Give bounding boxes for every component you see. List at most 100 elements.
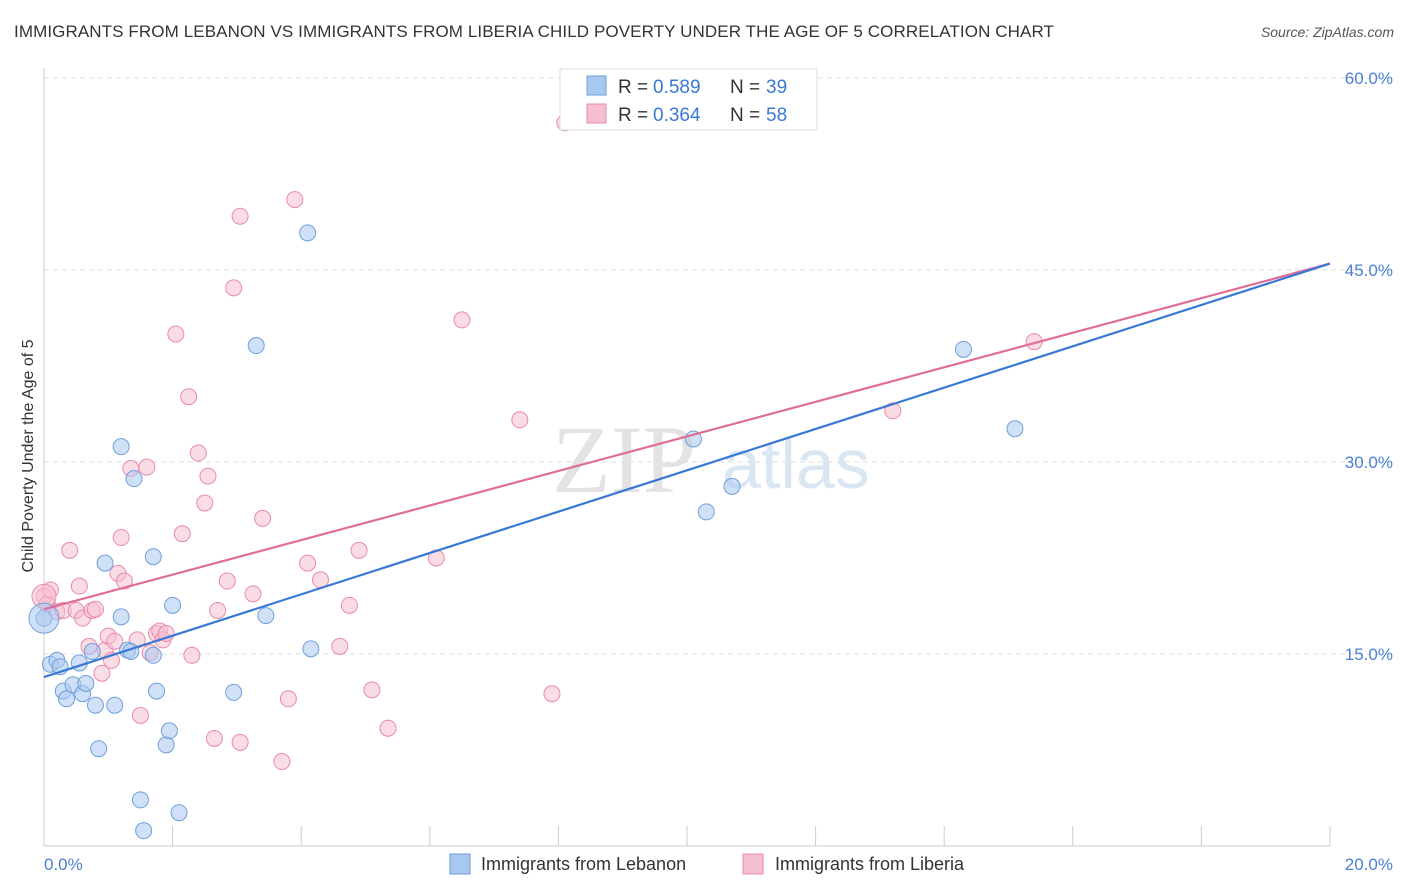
lebanon-point: [83, 642, 101, 660]
liberia-point: [331, 637, 349, 655]
lebanon-point: [125, 470, 143, 488]
watermark: ZIP atlas: [552, 406, 870, 513]
lebanon-point: [160, 722, 178, 740]
legend-swatch-liberia: [586, 103, 607, 124]
liberia-point: [231, 207, 249, 225]
liberia-point: [173, 525, 191, 543]
lebanon-point: [112, 608, 130, 626]
liberia-point: [93, 664, 111, 682]
lebanon-point: [257, 607, 275, 625]
liberia-point: [115, 572, 133, 590]
liberia-point: [199, 467, 217, 485]
lebanon-point: [157, 736, 175, 754]
legend-r-label-lebanon: R =: [618, 77, 648, 98]
lebanon-point: [106, 696, 124, 714]
lebanon-point: [131, 791, 149, 809]
series-lebanon-points: [28, 224, 1024, 840]
liberia-point: [299, 554, 317, 572]
liberia-point: [196, 494, 214, 512]
liberia-point: [286, 191, 304, 209]
liberia-point: [70, 577, 88, 595]
lebanon-point: [164, 596, 182, 614]
liberia-point: [363, 681, 381, 699]
legend-r-value-liberia: 0.364: [653, 105, 701, 126]
trend-line-liberia: [43, 262, 1331, 611]
liberia-point: [340, 596, 358, 614]
lebanon-point: [954, 340, 972, 358]
lebanon-point: [697, 503, 715, 521]
lebanon-point: [299, 224, 317, 242]
liberia-point: [543, 685, 561, 703]
liberia-point: [884, 402, 902, 420]
lebanon-point: [723, 477, 741, 495]
y-tick-label: 15.0%: [1345, 645, 1393, 664]
legend-r-value-lebanon: 0.589: [653, 77, 701, 98]
legend-n-value-lebanon: 39: [766, 77, 787, 98]
lebanon-point: [144, 548, 162, 566]
y-tick-label: 30.0%: [1345, 453, 1393, 472]
axis-layer: [43, 68, 1331, 847]
lebanon-point: [148, 682, 166, 700]
bottom-legend-label-lebanon: Immigrants from Lebanon: [481, 854, 686, 874]
lebanon-point: [302, 640, 320, 658]
lebanon-point: [247, 337, 265, 355]
liberia-point: [244, 585, 262, 603]
legend-n-label-lebanon: N =: [730, 77, 760, 98]
chart-title: IMMIGRANTS FROM LEBANON VS IMMIGRANTS FR…: [14, 22, 1055, 41]
lebanon-point: [90, 740, 108, 758]
liberia-point: [138, 458, 156, 476]
liberia-point: [218, 572, 236, 590]
lebanon-point-large: [28, 602, 60, 634]
watermark-atlas: atlas: [722, 425, 870, 503]
liberia-point: [225, 279, 243, 297]
bottom-legend-label-liberia: Immigrants from Liberia: [775, 854, 965, 874]
y-tick-label: 60.0%: [1345, 69, 1393, 88]
grid-layer: [44, 77, 1393, 655]
series-liberia-points: [31, 114, 1043, 771]
liberia-point: [61, 541, 79, 559]
source-label: Source: ZipAtlas.com: [1260, 24, 1394, 40]
top-legend: R = 0.589 N = 39 R = 0.364 N = 58: [559, 68, 818, 131]
lebanon-point: [112, 438, 130, 456]
liberia-point: [350, 541, 368, 559]
lebanon-point: [86, 696, 104, 714]
trend-lines: [43, 262, 1331, 679]
y-tick-label: 45.0%: [1345, 261, 1393, 280]
liberia-point: [205, 729, 223, 747]
lebanon-point: [77, 674, 95, 692]
liberia-point: [183, 646, 201, 664]
x-tick-label-max: 20.0%: [1345, 855, 1393, 874]
liberia-point: [167, 325, 185, 343]
liberia-point: [106, 632, 124, 650]
lebanon-point: [96, 554, 114, 572]
liberia-point: [189, 444, 207, 462]
liberia-point: [180, 388, 198, 406]
lebanon-point: [225, 683, 243, 701]
lebanon-point: [135, 822, 153, 840]
watermark-zip: ZIP: [552, 406, 696, 513]
liberia-point: [273, 753, 291, 771]
lebanon-point: [58, 690, 76, 708]
trend-line-lebanon: [43, 262, 1331, 679]
y-tick-labels: 15.0% 30.0% 45.0% 60.0%: [1345, 69, 1393, 664]
liberia-point: [453, 311, 471, 329]
bottom-legend-swatch-lebanon: [449, 853, 471, 875]
lebanon-point: [1006, 420, 1024, 438]
legend-swatch-lebanon: [586, 75, 607, 96]
x-tick-label-min: 0.0%: [44, 855, 83, 874]
liberia-point: [209, 601, 227, 619]
legend-n-value-liberia: 58: [766, 105, 787, 126]
liberia-point: [231, 733, 249, 751]
liberia-point: [379, 719, 397, 737]
liberia-point: [254, 509, 272, 527]
liberia-point: [279, 690, 297, 708]
liberia-point: [511, 411, 529, 429]
legend-n-label-liberia: N =: [730, 105, 760, 126]
liberia-point: [131, 706, 149, 724]
bottom-legend-swatch-liberia: [742, 853, 764, 875]
liberia-point: [86, 600, 104, 618]
bottom-legend: Immigrants from Lebanon Immigrants from …: [449, 853, 965, 875]
lebanon-point: [170, 804, 188, 822]
lebanon-point: [144, 646, 162, 664]
